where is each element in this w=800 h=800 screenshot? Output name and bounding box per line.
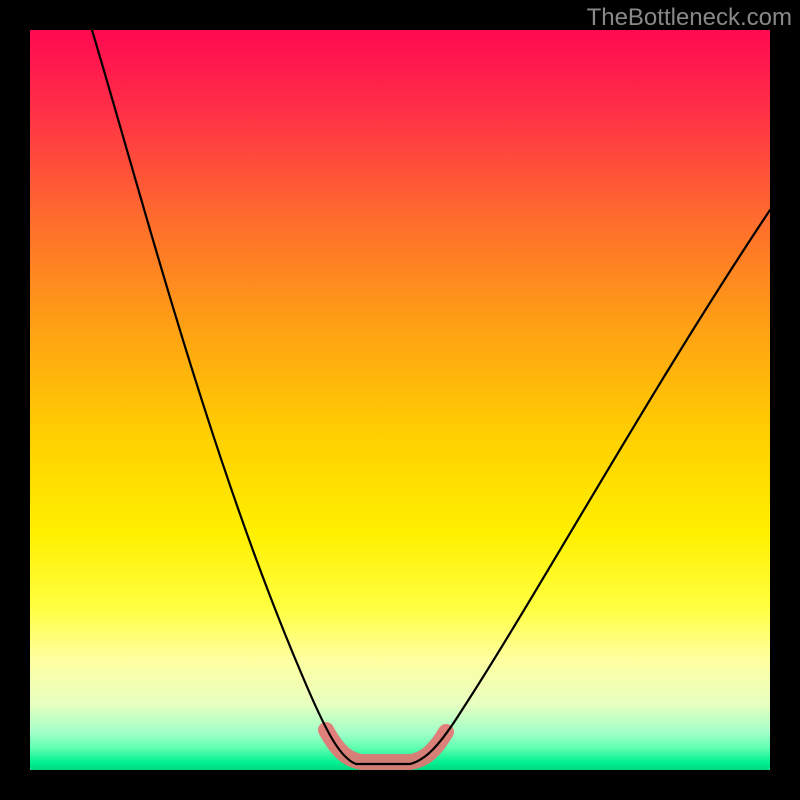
bottleneck-curve <box>92 30 770 764</box>
plot-area <box>30 30 770 770</box>
watermark-text: TheBottleneck.com <box>587 4 792 32</box>
curve-layer <box>30 30 770 770</box>
bottom-highlight <box>326 730 446 762</box>
